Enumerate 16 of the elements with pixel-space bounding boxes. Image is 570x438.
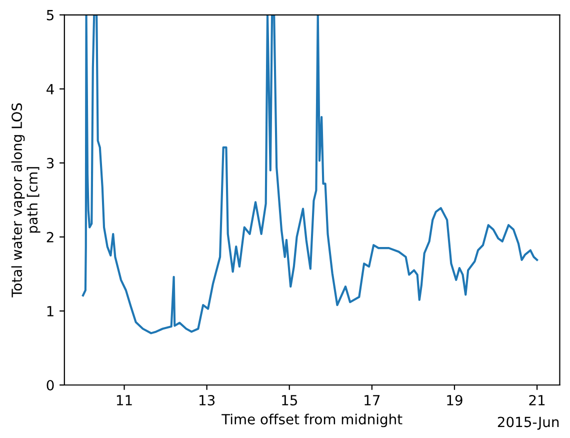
- x-tick-label: 15: [282, 395, 297, 406]
- line-series: [82, 14, 538, 334]
- x-tick-label: 21: [529, 394, 545, 406]
- x-tick-label: 13: [200, 394, 215, 406]
- text: 2015-Jun: [498, 416, 559, 430]
- x-tick-label: 11: [116, 395, 132, 406]
- x-tick-label: 17: [364, 395, 380, 406]
- y-tick-label: 4: [46, 84, 54, 94]
- y-tick-label: 0: [46, 380, 54, 390]
- y-tick-label: 5: [46, 10, 54, 20]
- x-axis-title: Time offset from midnight: [222, 414, 402, 428]
- y-tick-label: 3: [46, 158, 54, 168]
- y-tick-label: 2: [46, 232, 54, 242]
- x-tick-label: 19: [447, 394, 462, 406]
- y-axis-title: Total water vapor along LOS path [cm]: [11, 103, 40, 298]
- y-tick-label: 1: [47, 306, 54, 316]
